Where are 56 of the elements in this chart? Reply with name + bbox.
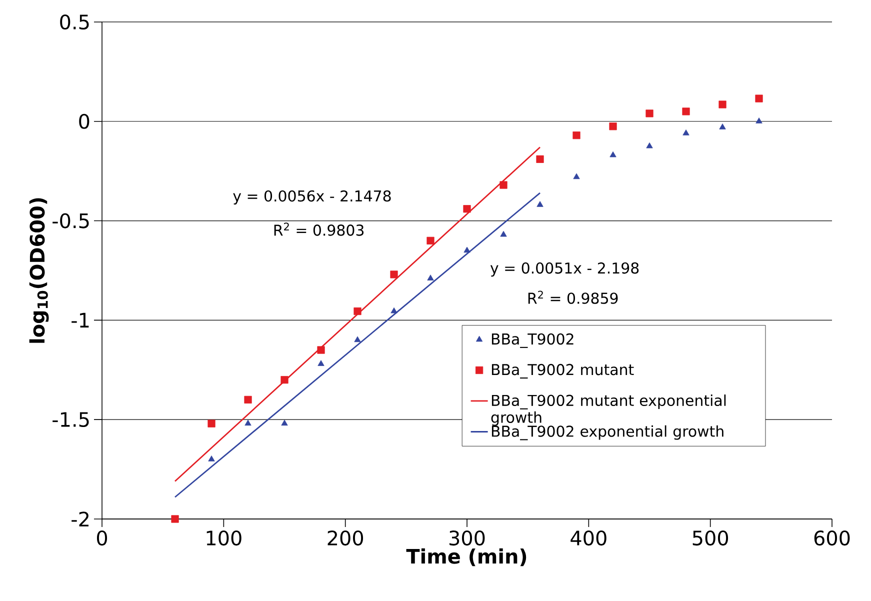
x-tick-label: 200 <box>328 530 364 546</box>
y-tick-label: 0.5 <box>60 14 89 30</box>
point <box>755 94 763 102</box>
point <box>427 274 434 280</box>
point <box>682 108 690 116</box>
legend-label: BBa_T9002 <box>492 333 574 348</box>
point <box>682 130 690 136</box>
point <box>609 122 617 130</box>
point <box>463 205 471 213</box>
x-tick-label: 500 <box>692 530 728 546</box>
point <box>244 396 252 404</box>
point <box>756 118 762 124</box>
point <box>208 456 215 462</box>
point <box>208 420 216 428</box>
point <box>244 420 252 426</box>
point <box>500 230 507 237</box>
point <box>390 307 398 314</box>
y-tick-label: -1 <box>72 312 89 328</box>
y-tick-label: -0.5 <box>52 213 89 228</box>
point <box>280 376 288 384</box>
x-tick-label: 300 <box>450 530 485 546</box>
point <box>354 307 362 316</box>
x-axis-title: Time (min) <box>406 548 526 566</box>
legend-label: BBa_T9002 exponential growth <box>492 425 724 440</box>
point <box>390 270 398 278</box>
annotation: y = 0.0051x - 2.198 <box>490 262 639 277</box>
point <box>646 142 653 148</box>
text: log$_{10}$(OD600) <box>29 198 49 343</box>
point <box>536 155 544 163</box>
point <box>354 336 361 342</box>
point <box>464 246 470 253</box>
point <box>646 110 654 118</box>
point <box>718 100 726 108</box>
point <box>426 236 434 244</box>
point <box>318 360 324 366</box>
x-tick-label: 0 <box>96 530 108 546</box>
annotation: R$^{2}$ = 0.9859 <box>528 290 618 304</box>
point <box>281 420 288 426</box>
point <box>573 173 580 180</box>
x-tick-label: 400 <box>570 530 606 546</box>
point <box>317 346 325 354</box>
point <box>171 515 179 523</box>
annotation: y = 0.0056x - 2.1478 <box>233 190 391 205</box>
y-tick-label: -1.5 <box>52 412 89 427</box>
x-tick-label: 600 <box>814 530 850 546</box>
point <box>572 132 580 140</box>
point <box>500 181 508 189</box>
x-tick-label: 100 <box>206 530 242 546</box>
point <box>719 124 726 130</box>
y-tick-label: -2 <box>72 512 88 526</box>
legend-label: BBa_T9002 mutant exponential growth <box>491 394 726 426</box>
legend-label: BBa_T9002 mutant <box>492 364 634 379</box>
point <box>536 201 544 207</box>
point <box>610 151 616 158</box>
y-tick-label: 0 <box>79 114 90 129</box>
annotation: R$^{2}$ = 0.9803 <box>274 222 364 236</box>
